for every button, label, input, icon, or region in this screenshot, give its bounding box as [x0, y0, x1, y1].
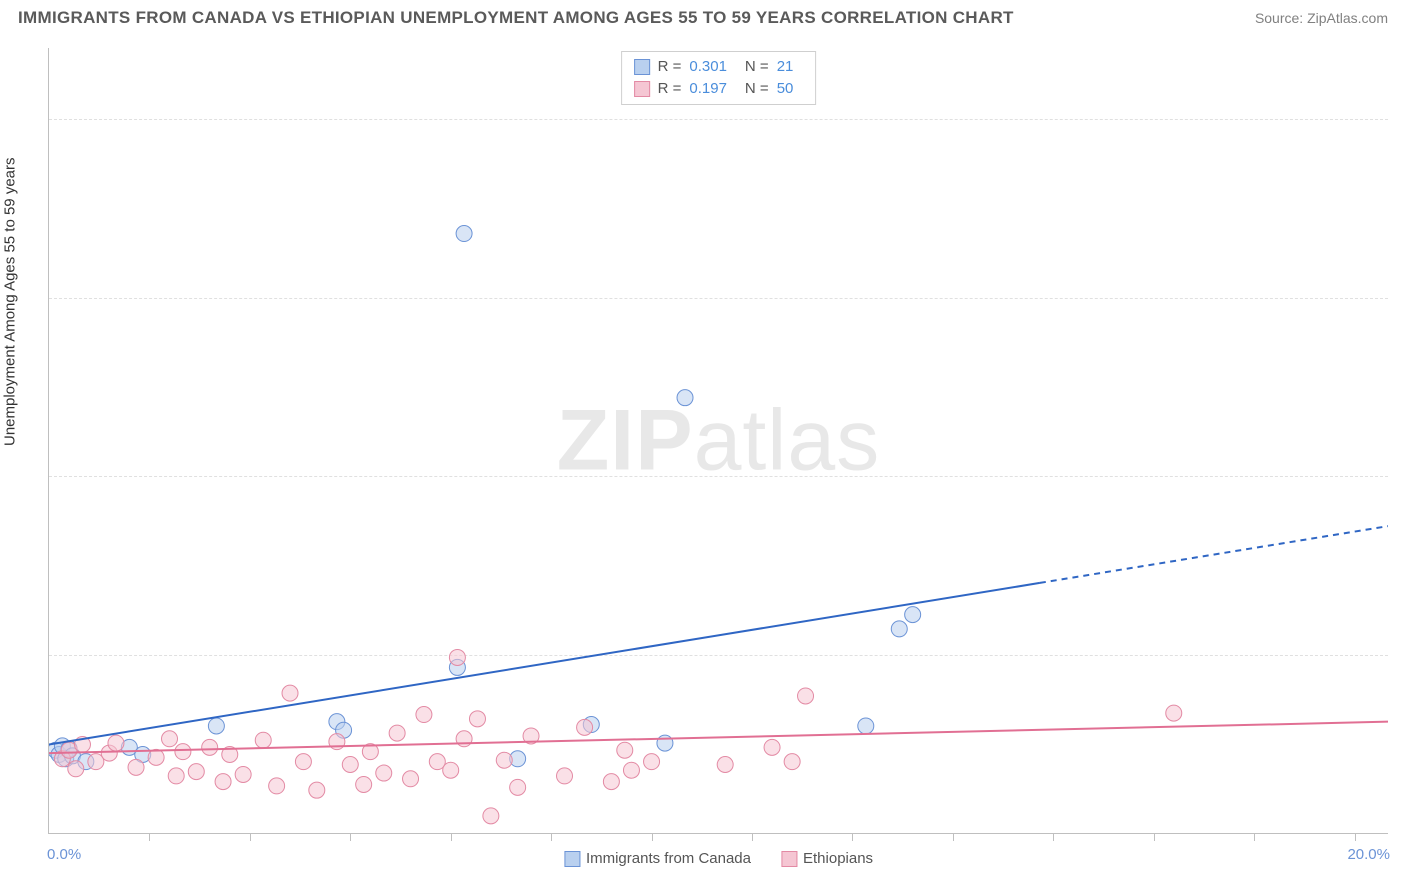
- legend-label-2: Ethiopians: [803, 850, 873, 867]
- correlation-stats-box: R =0.301 N =21 R =0.197 N =50: [621, 51, 817, 105]
- x-axis-min-label: 0.0%: [47, 846, 81, 863]
- x-axis-max-label: 20.0%: [1347, 846, 1390, 863]
- legend-swatch-1: [564, 851, 580, 867]
- y-tick-label: 37.5%: [1398, 289, 1406, 306]
- y-tick-label: 50.0%: [1398, 111, 1406, 128]
- legend-label-1: Immigrants from Canada: [586, 850, 751, 867]
- legend-item-2: Ethiopians: [781, 850, 873, 867]
- y-axis-label: Unemployment Among Ages 55 to 59 years: [2, 157, 19, 446]
- legend: Immigrants from Canada Ethiopians: [564, 850, 873, 867]
- stats-row-2: R =0.197 N =50: [634, 78, 804, 100]
- stats-row-1: R =0.301 N =21: [634, 56, 804, 78]
- scatter-plot: [49, 48, 1388, 833]
- chart-area: ZIPatlas R =0.301 N =21 R =0.197 N =50 0…: [48, 48, 1388, 834]
- source-label: Source: ZipAtlas.com: [1255, 10, 1388, 26]
- swatch-series1: [634, 59, 650, 75]
- swatch-series2: [634, 81, 650, 97]
- chart-title: IMMIGRANTS FROM CANADA VS ETHIOPIAN UNEM…: [18, 8, 1014, 28]
- legend-item-1: Immigrants from Canada: [564, 850, 751, 867]
- legend-swatch-2: [781, 851, 797, 867]
- y-tick-label: 25.0%: [1398, 468, 1406, 485]
- y-tick-label: 12.5%: [1398, 646, 1406, 663]
